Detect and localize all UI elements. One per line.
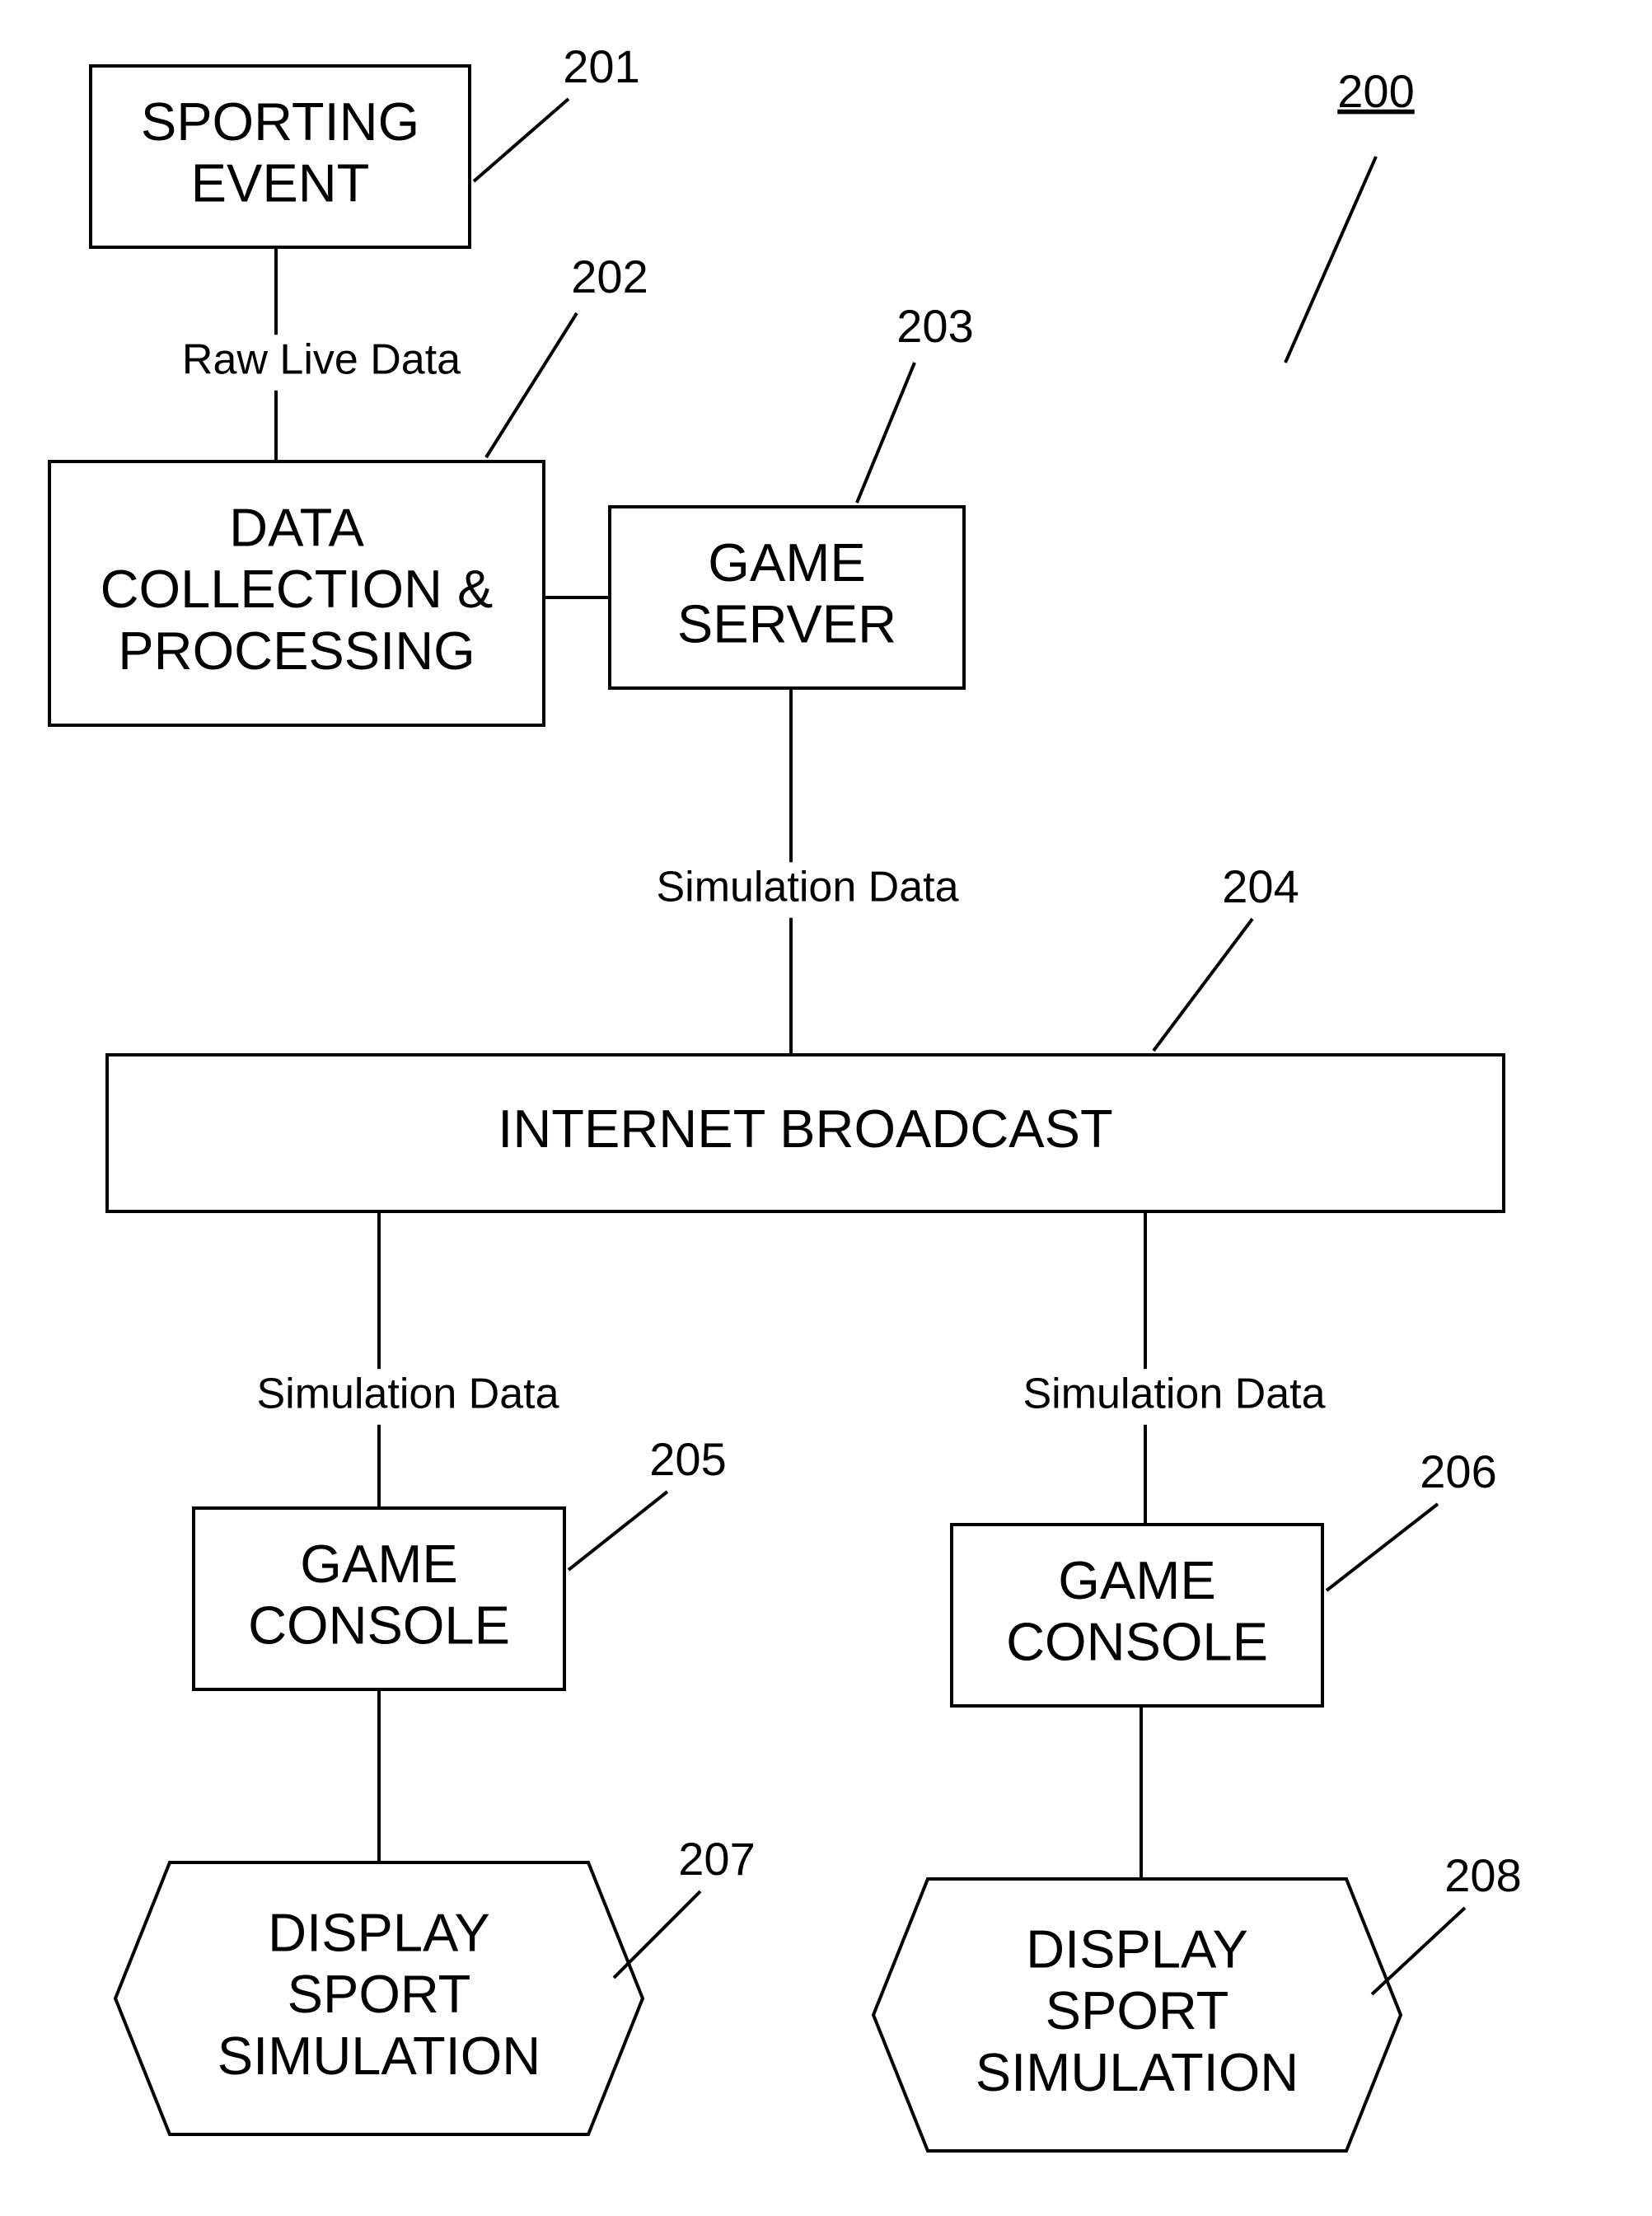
node-label-n202-1: COLLECTION &: [101, 559, 494, 619]
ref-label: 200: [1337, 65, 1414, 117]
ref-leader: [474, 99, 569, 181]
node-label-n201-1: EVENT: [191, 153, 370, 213]
ref-leader: [486, 313, 577, 457]
ref-label: 207: [678, 1833, 755, 1885]
edge-label: Simulation Data: [656, 864, 958, 911]
node-label-n201-0: SPORTING: [141, 91, 419, 152]
ref-leader: [569, 1492, 667, 1570]
ref-label: 205: [649, 1433, 726, 1485]
node-label-n203-0: GAME: [708, 532, 865, 593]
node-label-n207-0: DISPLAY: [268, 1902, 490, 1962]
node-label-n207-2: SIMULATION: [218, 2026, 541, 2086]
node-label-n205-1: CONSOLE: [248, 1595, 510, 1656]
node-label-n203-1: SERVER: [677, 594, 896, 654]
node-label-n206-1: CONSOLE: [1006, 1612, 1268, 1672]
ref-leader: [1372, 1908, 1465, 1994]
ref-leader: [1327, 1504, 1438, 1591]
ref-leader: [1285, 157, 1376, 363]
edge-label: Simulation Data: [256, 1370, 559, 1418]
node-label-n206-0: GAME: [1058, 1550, 1215, 1610]
node-label-n202-2: PROCESSING: [118, 621, 475, 681]
ref-label: 206: [1420, 1445, 1496, 1497]
ref-leader: [1154, 919, 1252, 1051]
node-label-n207-1: SPORT: [288, 1964, 471, 2024]
node-label-n204-0: INTERNET BROADCAST: [498, 1099, 1112, 1159]
ref-label: 204: [1222, 860, 1299, 912]
ref-label: 203: [896, 300, 973, 352]
ref-leader: [857, 363, 915, 503]
node-label-n208-1: SPORT: [1046, 1980, 1229, 2040]
edge-label: Simulation Data: [1023, 1370, 1325, 1418]
ref-label: 208: [1444, 1849, 1521, 1901]
ref-label: 202: [571, 251, 648, 302]
node-label-n205-0: GAME: [300, 1534, 457, 1594]
node-label-n208-0: DISPLAY: [1026, 1919, 1248, 1979]
node-label-n208-2: SIMULATION: [976, 2042, 1299, 2102]
edge-label: Raw Live Data: [182, 336, 461, 384]
ref-leader: [614, 1891, 700, 1978]
node-label-n202-0: DATA: [229, 497, 364, 557]
ref-label: 201: [563, 40, 639, 92]
